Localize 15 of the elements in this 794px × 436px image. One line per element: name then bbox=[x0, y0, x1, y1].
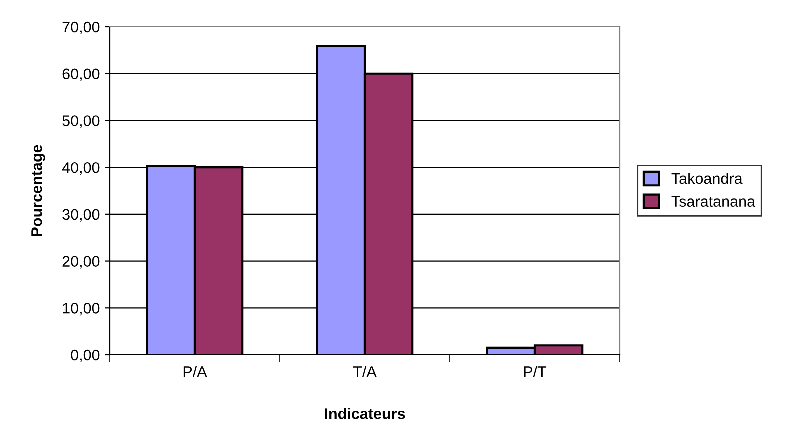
y-tick-label: 20,00 bbox=[62, 256, 100, 269]
y-tick-label: 60,00 bbox=[62, 68, 100, 82]
y-axis-title: Pourcentage bbox=[32, 145, 46, 236]
x-tick-label: P/A bbox=[184, 366, 208, 378]
x-axis-title: Indicateurs bbox=[325, 408, 406, 420]
legend-label: Tsaratanana bbox=[672, 196, 756, 208]
y-tick-label: 10,00 bbox=[63, 303, 100, 316]
y-tick-label: 50,00 bbox=[62, 116, 100, 128]
x-tick-label: T/A bbox=[353, 366, 377, 378]
y-tick-label: 70,00 bbox=[62, 22, 100, 34]
legend-label: Takoandra bbox=[672, 172, 743, 184]
y-tick-label: 0,00 bbox=[71, 350, 100, 362]
x-tick-label: P/T bbox=[524, 366, 547, 378]
y-tick-label: 40,00 bbox=[62, 162, 100, 176]
y-tick-label: 30,00 bbox=[62, 209, 100, 222]
